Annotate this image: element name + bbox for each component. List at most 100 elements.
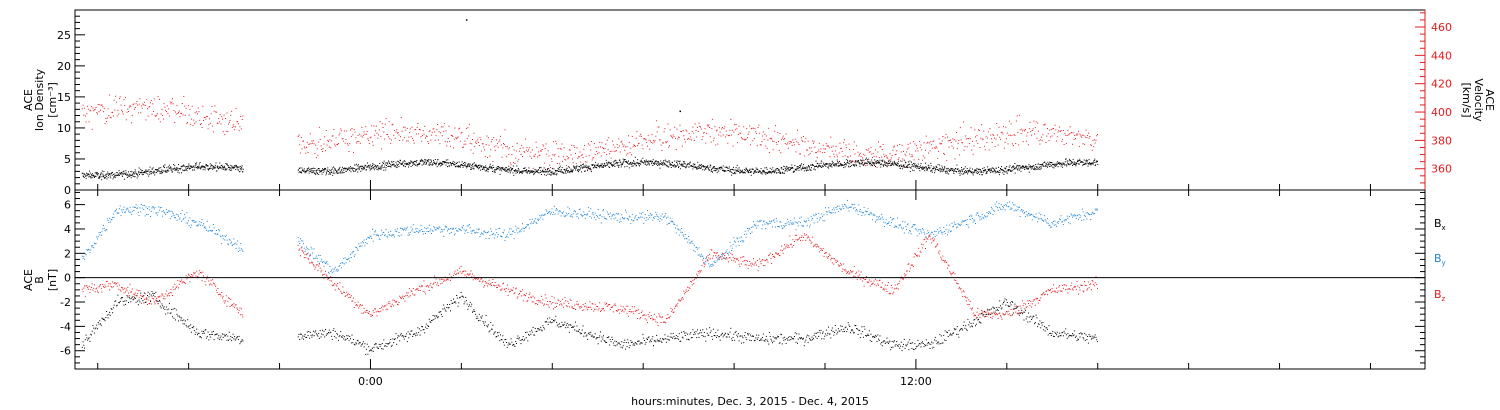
density-point	[942, 170, 944, 172]
velocity-point	[236, 121, 238, 123]
velocity-point	[893, 145, 895, 147]
field-point-bx	[640, 342, 642, 344]
field-point-bx	[717, 329, 719, 331]
density-point	[775, 168, 777, 170]
field-point-bx	[122, 301, 124, 302]
velocity-point	[829, 156, 831, 158]
density-point	[1033, 168, 1034, 170]
velocity-point	[559, 147, 561, 149]
density-point	[1051, 165, 1053, 167]
field-point-bx	[993, 307, 995, 309]
density-point	[913, 170, 915, 172]
density-point	[751, 171, 753, 173]
velocity-point	[1033, 120, 1035, 122]
density-point	[788, 169, 790, 171]
velocity-point	[1081, 136, 1083, 138]
velocity-point	[631, 135, 633, 137]
density-point	[728, 166, 730, 168]
velocity-point	[645, 139, 647, 141]
field-point-bx	[494, 331, 496, 333]
velocity-point	[209, 122, 211, 124]
velocity-point	[1058, 130, 1060, 132]
density-point	[865, 162, 867, 164]
density-point	[588, 165, 590, 167]
velocity-point	[137, 104, 139, 106]
field-point-bx	[443, 304, 445, 306]
density-point	[312, 167, 314, 169]
field-point-bx	[184, 323, 186, 325]
density-point	[792, 167, 794, 169]
velocity-point	[1088, 137, 1090, 139]
field-point-bx	[85, 334, 87, 336]
density-point	[583, 166, 585, 168]
density-point	[712, 167, 714, 169]
density-point	[158, 168, 160, 170]
field-point-bx	[319, 330, 321, 332]
density-point	[323, 170, 325, 172]
velocity-point	[872, 157, 873, 158]
velocity-point	[608, 137, 610, 139]
density-point	[486, 167, 488, 169]
velocity-point	[989, 128, 991, 130]
field-point-bx	[773, 340, 775, 342]
field-point-bx	[420, 330, 422, 332]
velocity-point	[981, 124, 983, 126]
density-point	[322, 172, 324, 173]
field-point-bx	[456, 297, 458, 299]
velocity-point	[146, 98, 148, 100]
velocity-point	[1092, 139, 1094, 141]
field-point-bx	[676, 338, 678, 339]
field-point-bx	[318, 332, 320, 334]
field-point-bx	[594, 333, 596, 335]
density-point	[558, 171, 559, 172]
velocity-point	[847, 156, 849, 158]
velocity-point	[1078, 130, 1079, 132]
density-point	[534, 168, 536, 170]
density-point	[1092, 162, 1094, 164]
density-point	[93, 174, 95, 176]
field-point-bx	[351, 334, 353, 336]
density-point	[872, 163, 874, 165]
field-point-bx	[396, 343, 398, 345]
field-point-bx	[531, 331, 533, 333]
velocity-point	[751, 127, 753, 129]
density-point	[535, 171, 537, 173]
density-point	[984, 169, 986, 171]
density-point	[779, 171, 781, 173]
velocity-point	[847, 156, 848, 158]
density-point	[672, 165, 674, 166]
density-point	[653, 162, 655, 164]
field-point-bx	[221, 339, 223, 341]
velocity-point	[518, 158, 520, 160]
density-point	[689, 162, 691, 164]
density-point	[383, 160, 385, 162]
density-point	[315, 170, 317, 172]
density-point	[529, 170, 531, 172]
density-point	[608, 166, 610, 168]
density-point	[1004, 171, 1006, 173]
density-point	[479, 167, 481, 169]
field-point-bx	[459, 297, 461, 299]
velocity-point	[609, 151, 611, 152]
field-point-bx	[872, 336, 873, 338]
velocity-point	[1090, 145, 1092, 147]
density-point	[844, 164, 846, 165]
velocity-point	[971, 149, 973, 151]
velocity-point	[910, 156, 912, 158]
density-point	[746, 171, 748, 172]
field-point-bx	[972, 322, 974, 324]
density-point	[1064, 164, 1066, 166]
field-point-bx	[234, 339, 236, 341]
density-point	[900, 167, 901, 169]
velocity-point	[947, 140, 949, 142]
density-point	[837, 162, 839, 164]
density-point	[118, 170, 120, 172]
velocity-point	[175, 111, 176, 113]
density-point	[453, 164, 455, 166]
density-point	[346, 168, 348, 170]
field-point-bx	[612, 339, 614, 340]
field-point-bx	[779, 342, 781, 344]
velocity-point	[811, 150, 813, 152]
field-point-bx	[173, 317, 175, 319]
density-point	[686, 164, 688, 166]
